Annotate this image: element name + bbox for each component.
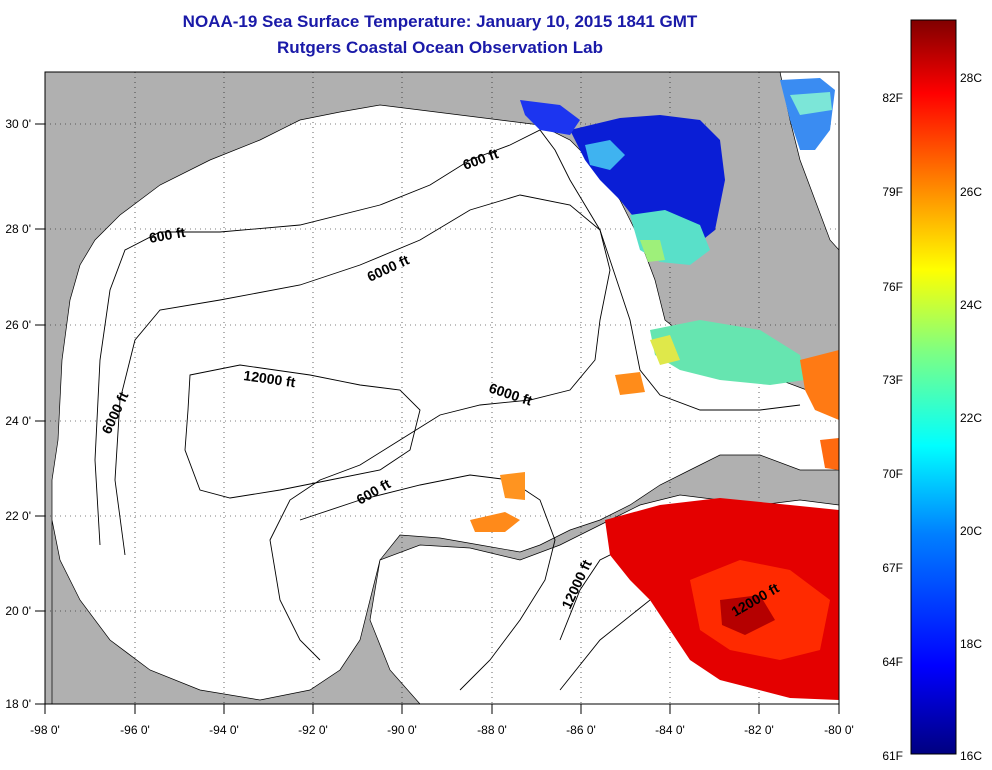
grid-lines <box>45 72 839 704</box>
sst-patch-nw-florida <box>520 100 580 135</box>
lat-tick-label: 24 0' <box>5 414 31 428</box>
colorbar-c-label: 20C <box>960 524 982 538</box>
contour-600ft <box>94 129 801 546</box>
colorbar-c-label: 26C <box>960 185 982 199</box>
contour-label: 600 ft <box>148 224 187 246</box>
colorbar-f-label: 61F <box>882 749 903 763</box>
sst-patch-yucatan-channel <box>470 512 520 532</box>
lon-tick-label: -94 0' <box>209 723 239 737</box>
colorbar-c-label: 22C <box>960 411 982 425</box>
colorbar-f-label: 82F <box>882 91 903 105</box>
lon-tick-label: -90 0' <box>387 723 417 737</box>
lat-tick-label: 26 0' <box>5 318 31 332</box>
sst-patch-east-orange <box>820 438 839 470</box>
sst-patch-green <box>640 240 665 262</box>
colorbar-c-label: 24C <box>960 298 982 312</box>
colorbar-f-label: 79F <box>882 185 903 199</box>
colorbar-c-label: 16C <box>960 749 982 763</box>
contour-6000ft <box>114 194 611 661</box>
lon-tick-label: -82 0' <box>744 723 774 737</box>
axis-ticks <box>35 123 840 714</box>
sst-patch-caribbean-dark <box>720 595 775 635</box>
sst-patch-atlantic-cyan <box>790 92 832 115</box>
colorbar-f-label: 70F <box>882 467 903 481</box>
sst-patch-cyan <box>585 140 625 170</box>
map-frame <box>44 71 840 705</box>
lat-tick-label: 20 0' <box>5 604 31 618</box>
lat-tick-label: 22 0' <box>5 509 31 523</box>
sst-patch-keys-small <box>615 372 645 395</box>
colorbar-c-label: 28C <box>960 71 982 85</box>
lon-tick-label: -92 0' <box>298 723 328 737</box>
lon-tick-label: -80 0' <box>824 723 854 737</box>
colorbar-f-label: 73F <box>882 373 903 387</box>
lon-tick-label: -96 0' <box>120 723 150 737</box>
lon-tick-label: -86 0' <box>566 723 596 737</box>
sst-patch-yellow <box>650 335 680 365</box>
lat-tick-label: 30 0' <box>5 117 31 131</box>
map-title: NOAA-19 Sea Surface Temperature: January… <box>182 12 698 31</box>
colorbar <box>910 19 957 755</box>
contour-12000ft <box>184 364 421 499</box>
lon-tick-label: -88 0' <box>477 723 507 737</box>
contour-label: 12000 ft <box>243 367 297 390</box>
lat-tick-label: 18 0' <box>5 697 31 711</box>
colorbar-c-label: 18C <box>960 637 982 651</box>
lon-tick-label: -98 0' <box>30 723 60 737</box>
sst-patch-mid-gulf <box>500 472 525 500</box>
sst-patches <box>470 78 839 700</box>
colorbar-f-label: 64F <box>882 655 903 669</box>
contour-600ft-south <box>299 474 556 691</box>
lon-tick-label: -84 0' <box>655 723 685 737</box>
sst-patch-keys <box>800 350 839 420</box>
sst-patch-sw-florida <box>650 320 805 385</box>
colorbar-f-label: 67F <box>882 561 903 575</box>
colorbar-f-label: 76F <box>882 280 903 294</box>
lat-tick-label: 28 0' <box>5 222 31 236</box>
map-subtitle: Rutgers Coastal Ocean Observation Lab <box>277 38 603 57</box>
